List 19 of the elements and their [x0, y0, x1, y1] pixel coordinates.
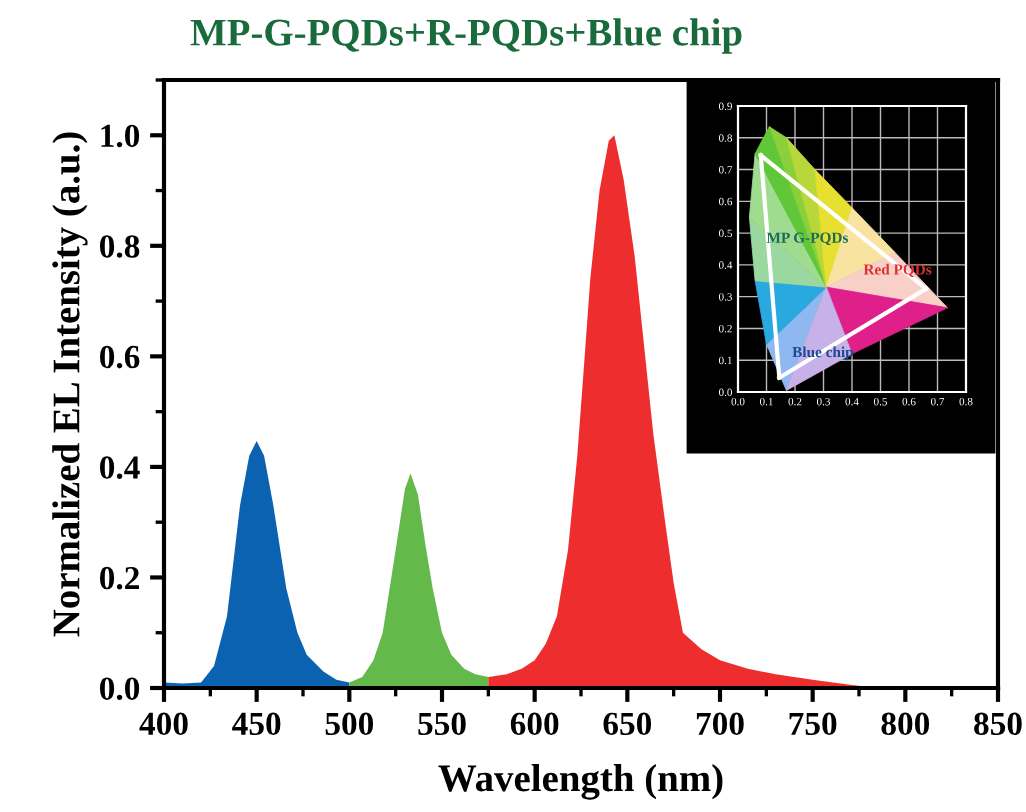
- x-tick-label: 500: [325, 712, 374, 736]
- x-axis-title: Wavelength (nm): [438, 764, 723, 800]
- y-tick-label: 0.2: [99, 566, 139, 590]
- x-tick-label: 550: [418, 712, 466, 736]
- y-tick-label: 0.0: [99, 677, 140, 701]
- x-tick-label: 850: [974, 712, 1022, 736]
- x-tick-label: 700: [696, 712, 744, 736]
- y-axis-title: Normalized EL Intensity (a.u.): [52, 132, 88, 637]
- x-tick-label: 800: [881, 712, 930, 736]
- y-tick-label: 1.0: [101, 124, 140, 148]
- y-tick-label: 0.6: [99, 345, 140, 369]
- y-tick-label: 0.8: [99, 235, 140, 258]
- x-tick-label: 450: [232, 712, 281, 736]
- x-tick-label: 750: [789, 712, 837, 736]
- x-tick-label: 600: [510, 712, 559, 736]
- x-tick-label: 400: [139, 712, 188, 736]
- x-tick-label: 650: [603, 712, 652, 736]
- chart-title: MP-G-PQDs+R-PQDs+Blue chip: [190, 18, 742, 54]
- y-tick-label: 0.4: [99, 456, 140, 479]
